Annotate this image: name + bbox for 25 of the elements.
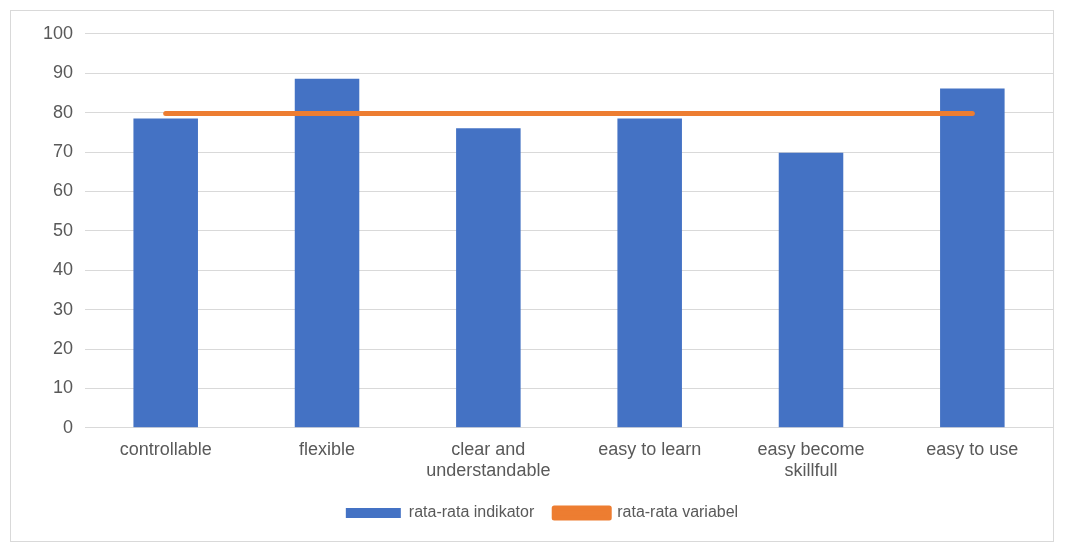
y-tick-label: 40 bbox=[53, 259, 74, 280]
y-tick-label: 90 bbox=[53, 62, 74, 83]
bar bbox=[456, 128, 521, 428]
bar bbox=[940, 88, 1005, 428]
bar bbox=[133, 118, 198, 428]
y-tick-label: 50 bbox=[53, 219, 74, 240]
y-tick-label: 30 bbox=[53, 298, 74, 319]
x-tick-label: easy to learn bbox=[598, 438, 702, 459]
bar bbox=[617, 118, 682, 428]
y-tick-label: 70 bbox=[53, 140, 74, 161]
y-tick-label: 10 bbox=[53, 377, 74, 398]
y-tick-label: 100 bbox=[42, 22, 74, 43]
y-tick-label: 20 bbox=[53, 337, 74, 358]
x-tick-label: clear and understandable bbox=[426, 438, 551, 481]
legend-label: rata-rata indikator bbox=[408, 503, 535, 521]
bar bbox=[778, 152, 844, 428]
x-tick-label: easy to use bbox=[926, 438, 1019, 459]
x-tick-label: controllable bbox=[119, 438, 212, 459]
y-tick-label: 60 bbox=[53, 180, 74, 201]
legend-label: rata-rata variabel bbox=[617, 503, 739, 521]
bar bbox=[294, 78, 360, 428]
x-tick-label: easy become skillfull bbox=[757, 438, 865, 481]
x-tick-label: flexible bbox=[299, 438, 356, 459]
y-tick-label: 0 bbox=[63, 416, 74, 437]
y-tick-label: 80 bbox=[53, 101, 74, 122]
